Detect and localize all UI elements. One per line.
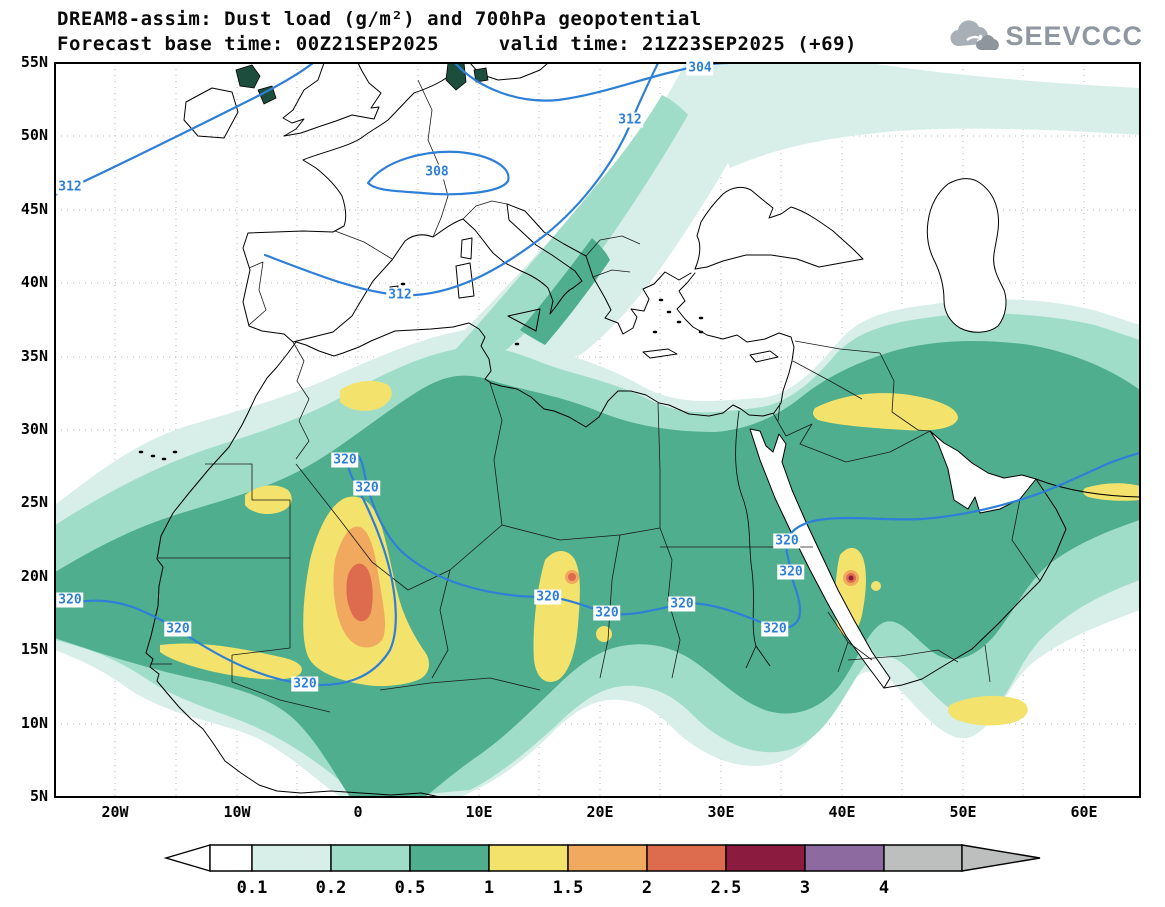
colorbar-segment bbox=[488, 844, 569, 872]
logo-text: SEEVCCC bbox=[1005, 20, 1143, 51]
colorbar-tick-label: 1 bbox=[484, 878, 494, 898]
colorbar-segment bbox=[251, 844, 332, 872]
colorbar-segment bbox=[209, 844, 253, 872]
colorbar: 0.1 0.2 0.5 1 1.5 2 2.5 3 4 bbox=[163, 844, 1041, 898]
colorbar-segment bbox=[646, 844, 727, 872]
map-frame bbox=[54, 62, 1141, 798]
colorbar-tick-label: 3 bbox=[800, 878, 810, 898]
colorbar-segment bbox=[409, 844, 490, 872]
colorbar-tick-label: 0.2 bbox=[316, 878, 347, 898]
colorbar-tick-label: 0.1 bbox=[237, 878, 268, 898]
colorbar-tick-label: 4 bbox=[879, 878, 889, 898]
colorbar-tick-label: 0.5 bbox=[395, 878, 426, 898]
colorbar-segment bbox=[883, 844, 963, 872]
colorbar-segment bbox=[567, 844, 648, 872]
colorbar-tick-label: 2 bbox=[642, 878, 652, 898]
page-subtitle: Forecast base time: 00Z21SEP2025 valid t… bbox=[57, 33, 857, 55]
colorbar-tick-label: 1.5 bbox=[553, 878, 584, 898]
seevccc-logo: SEEVCCC bbox=[947, 16, 1143, 56]
colorbar-segment bbox=[725, 844, 806, 872]
colorbar-segment bbox=[804, 844, 885, 872]
dust-fill-level-2.5 bbox=[848, 575, 854, 581]
dust-fill-level-0.5 bbox=[55, 238, 1140, 797]
colorbar-segment bbox=[330, 844, 411, 872]
colorbar-right-arrow bbox=[961, 844, 1041, 872]
page-title: DREAM8-assim: Dust load (g/m²) and 700hP… bbox=[57, 8, 702, 30]
coastlines bbox=[138, 63, 1140, 797]
cloud-icon bbox=[950, 20, 1000, 50]
colorbar-left-arrow bbox=[163, 844, 211, 872]
colorbar-tick-label: 2.5 bbox=[711, 878, 742, 898]
nile-river bbox=[735, 410, 771, 669]
